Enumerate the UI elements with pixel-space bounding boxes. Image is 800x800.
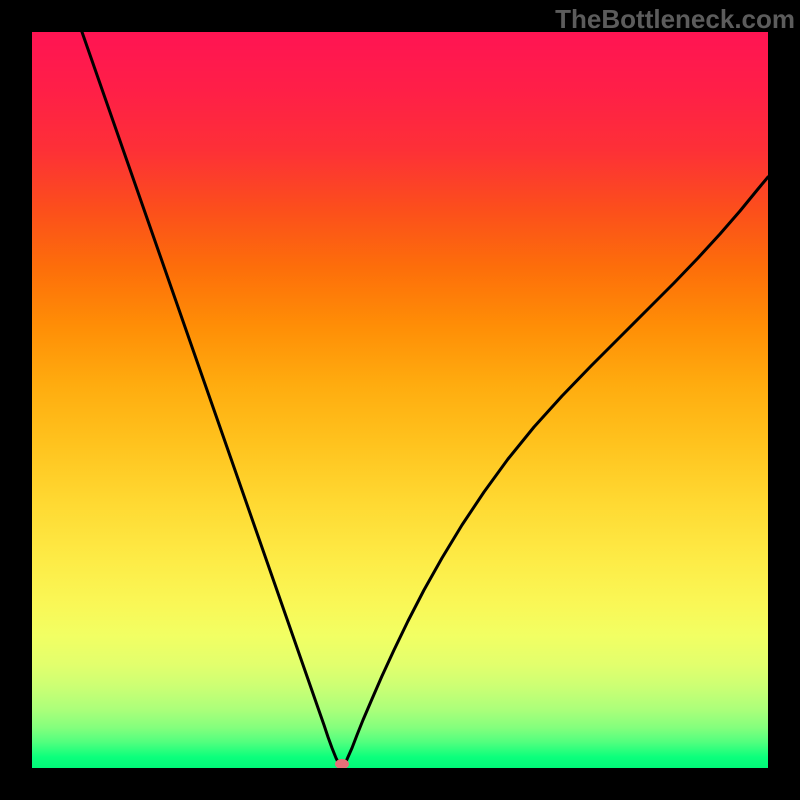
watermark-text: TheBottleneck.com [555, 4, 795, 35]
chart-root: TheBottleneck.com [0, 0, 800, 800]
curve-layer [32, 32, 768, 768]
curve-right-branch [345, 177, 768, 764]
plot-area [32, 32, 768, 768]
curve-left-branch [82, 32, 339, 764]
